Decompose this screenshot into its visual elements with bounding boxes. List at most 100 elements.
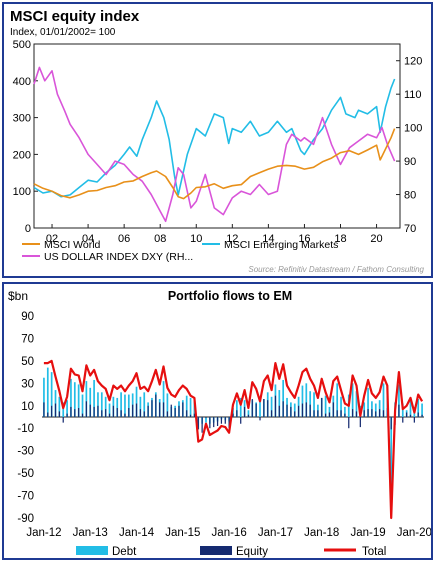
equity-bar xyxy=(398,404,400,417)
debt-bar xyxy=(324,395,327,417)
equity-bar xyxy=(290,406,292,417)
x-tick-label: 14 xyxy=(262,233,274,245)
equity-bar xyxy=(81,413,84,417)
debt-bar xyxy=(50,372,53,417)
y-tick-label: -50 xyxy=(17,468,34,480)
legend-label: Total xyxy=(362,546,386,558)
equity-bar xyxy=(93,406,95,417)
equity-bar xyxy=(371,409,373,417)
equity-bar xyxy=(351,409,354,417)
equity-bar xyxy=(139,409,142,417)
y-right-tick-label: 100 xyxy=(404,123,422,135)
debt-bar xyxy=(401,403,404,417)
equity-bar xyxy=(112,405,115,417)
debt-bar xyxy=(301,385,304,417)
equity-bar xyxy=(116,408,118,417)
equity-bar xyxy=(367,409,369,417)
debt-bar xyxy=(344,406,346,417)
debt-bar xyxy=(97,392,99,417)
debt-bar xyxy=(371,401,373,417)
x-tick-label: 20 xyxy=(370,233,382,245)
y-tick-label: 10 xyxy=(21,401,34,413)
y-right-tick-label: 90 xyxy=(404,156,416,168)
debt-bar xyxy=(89,387,92,417)
equity-bar xyxy=(382,410,385,417)
y-tick-label: 90 xyxy=(21,311,34,323)
y-left-tick-label: 200 xyxy=(13,149,31,161)
y-tick-label: -90 xyxy=(17,513,34,525)
equity-bar xyxy=(332,402,334,417)
equity-bar xyxy=(186,410,188,417)
debt-bar xyxy=(62,402,65,417)
equity-bar xyxy=(89,404,91,417)
equity-bar xyxy=(421,414,423,417)
debt-bar xyxy=(70,378,72,417)
equity-bar xyxy=(182,402,184,417)
series-line-msci-emerging-markets xyxy=(33,78,396,198)
equity-bar xyxy=(151,400,153,417)
equity-bar xyxy=(286,404,288,417)
chart-subtitle: Index, 01/01/2002= 100 xyxy=(10,27,116,38)
y-tick-label: -30 xyxy=(17,446,34,458)
y-left-tick-label: 500 xyxy=(13,39,31,51)
legend-label: Debt xyxy=(112,546,137,558)
y-tick-label: 30 xyxy=(21,378,34,390)
debt-bar xyxy=(77,384,80,417)
equity-bar xyxy=(278,405,280,417)
x-tick-label: Jan-14 xyxy=(119,527,155,539)
debt-bar xyxy=(108,403,111,417)
legend-swatch xyxy=(76,546,108,555)
debt-bar xyxy=(73,382,76,417)
series-line-us-dollar-index xyxy=(33,66,396,223)
equity-bar xyxy=(197,417,199,430)
equity-bar xyxy=(66,413,68,417)
debt-bar xyxy=(374,403,377,417)
equity-bar xyxy=(259,417,261,421)
equity-bar xyxy=(344,413,346,417)
flows-chart: Portfolio flows to EM $bn 90 70 50 30 10 -10 -30… xyxy=(8,289,432,558)
debt-bar xyxy=(43,377,45,417)
x-tick-label: Jan-13 xyxy=(73,527,108,539)
equity-bar xyxy=(78,408,80,417)
equity-bar xyxy=(402,417,404,423)
debt-bar xyxy=(409,400,412,417)
equity-bar xyxy=(54,403,57,417)
y-left-tick-label: 100 xyxy=(13,186,31,198)
equity-bar xyxy=(417,412,419,417)
msci-chart-panel: MSCI equity index Index, 01/01/2002= 100 0… xyxy=(2,2,433,278)
legend-label: MSCI Emerging Markets xyxy=(224,239,338,251)
equity-bar xyxy=(413,417,415,423)
y-left-tick-label: 0 xyxy=(25,223,31,235)
equity-bar xyxy=(147,405,149,417)
equity-bar xyxy=(216,417,219,426)
equity-bar xyxy=(170,404,172,417)
equity-bar xyxy=(124,413,126,417)
debt-bar xyxy=(270,396,273,417)
debt-bar xyxy=(162,381,165,417)
equity-bar xyxy=(132,404,134,417)
total-line xyxy=(43,359,424,520)
debt-bar xyxy=(127,394,130,417)
equity-bar xyxy=(159,402,161,417)
equity-bar xyxy=(324,413,327,417)
debt-bar xyxy=(363,402,366,417)
equity-bar xyxy=(406,412,408,417)
x-tick-label: Jan-15 xyxy=(165,527,200,539)
y-axis-label: $bn xyxy=(8,289,28,303)
equity-bar xyxy=(274,395,277,417)
debt-bar xyxy=(313,392,315,417)
equity-bar xyxy=(379,409,381,417)
equity-bar xyxy=(101,410,103,417)
debt-bar xyxy=(282,379,285,417)
y-tick-label: -10 xyxy=(17,423,34,435)
y-left-tick-label: 300 xyxy=(13,113,31,125)
debt-bar xyxy=(236,400,238,417)
debt-bar xyxy=(328,406,331,417)
equity-bar xyxy=(240,417,242,424)
series-line-msci-world xyxy=(33,128,396,200)
debt-bar xyxy=(239,397,242,417)
debt-bar xyxy=(247,410,250,417)
debt-bar xyxy=(189,397,192,417)
debt-bar xyxy=(166,393,169,417)
debt-bar xyxy=(81,394,84,417)
